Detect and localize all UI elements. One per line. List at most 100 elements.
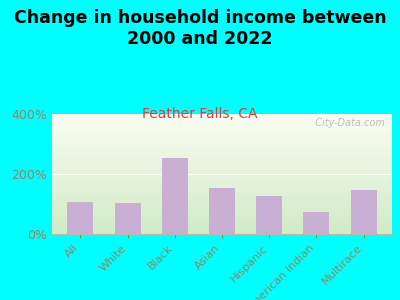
Bar (52, 185, 392, 186)
Bar (52, 217, 392, 218)
Bar (52, 166, 392, 167)
Bar (52, 168, 392, 169)
Bar (52, 232, 392, 233)
Bar (52, 187, 392, 188)
Bar (52, 127, 392, 128)
Bar (52, 158, 392, 160)
Bar (52, 184, 392, 185)
Bar (52, 157, 392, 158)
Bar (52, 140, 392, 142)
Bar (52, 142, 392, 143)
Bar (52, 233, 392, 234)
Bar (52, 134, 392, 136)
Bar (52, 174, 392, 175)
Bar (52, 119, 392, 120)
Bar (52, 125, 392, 126)
Text: Change in household income between
2000 and 2022: Change in household income between 2000 … (14, 9, 386, 48)
Bar (52, 143, 392, 144)
Bar (52, 173, 392, 174)
Bar (52, 191, 392, 192)
Bar (52, 128, 392, 130)
Bar (52, 200, 392, 202)
Bar (52, 150, 392, 151)
Bar (52, 193, 392, 194)
Bar (52, 154, 392, 155)
Bar (52, 182, 392, 184)
Bar (52, 155, 392, 156)
Bar (52, 229, 392, 230)
Bar (52, 186, 392, 187)
Bar (52, 164, 392, 166)
Bar (52, 133, 392, 134)
Bar (52, 179, 392, 180)
Bar (52, 198, 392, 199)
Bar (52, 151, 392, 152)
Bar (52, 230, 392, 232)
Bar (67, 202, 93, 234)
Bar (52, 223, 392, 224)
Bar (52, 221, 392, 222)
Bar (52, 228, 392, 229)
Bar (52, 180, 392, 181)
Bar (52, 194, 392, 196)
Bar (52, 132, 392, 133)
Bar (52, 160, 392, 161)
Bar (52, 226, 392, 227)
Bar (52, 126, 392, 127)
Bar (52, 196, 392, 197)
Bar (52, 162, 392, 163)
Bar (52, 206, 392, 208)
Bar (52, 209, 392, 210)
Bar (52, 172, 392, 173)
Bar (52, 220, 392, 221)
Bar (52, 216, 392, 217)
Bar (52, 215, 392, 216)
Bar (52, 199, 392, 200)
Bar (52, 118, 392, 119)
Bar (52, 178, 392, 179)
Bar (52, 202, 392, 203)
Bar (162, 158, 188, 234)
Bar (52, 144, 392, 145)
Bar (52, 197, 392, 198)
Bar (52, 190, 392, 191)
Bar (52, 114, 392, 115)
Bar (256, 196, 282, 234)
Bar (52, 170, 392, 172)
Bar (52, 145, 392, 146)
Bar (52, 218, 392, 220)
Text: Feather Falls, CA: Feather Falls, CA (142, 106, 258, 121)
Bar (52, 149, 392, 150)
Bar (52, 214, 392, 215)
Bar (52, 176, 392, 178)
Bar (52, 115, 392, 116)
Bar (52, 152, 392, 154)
Bar (351, 190, 377, 234)
Bar (52, 130, 392, 131)
Bar (52, 116, 392, 118)
Bar (52, 224, 392, 226)
Bar (52, 204, 392, 205)
Bar (209, 188, 235, 234)
Bar (52, 222, 392, 223)
Bar (52, 146, 392, 148)
Bar (52, 210, 392, 211)
Text: City-Data.com: City-Data.com (309, 118, 385, 128)
Bar (52, 192, 392, 193)
Bar (304, 212, 330, 234)
Bar (52, 208, 392, 209)
Bar (52, 163, 392, 164)
Bar (52, 124, 392, 125)
Bar (52, 167, 392, 168)
Bar (52, 136, 392, 137)
Bar (52, 138, 392, 139)
Bar (52, 161, 392, 162)
Bar (52, 122, 392, 124)
Bar (52, 169, 392, 170)
Bar (52, 137, 392, 138)
Bar (52, 227, 392, 228)
Bar (52, 188, 392, 190)
Bar (114, 203, 140, 234)
Bar (52, 121, 392, 122)
Bar (52, 156, 392, 157)
